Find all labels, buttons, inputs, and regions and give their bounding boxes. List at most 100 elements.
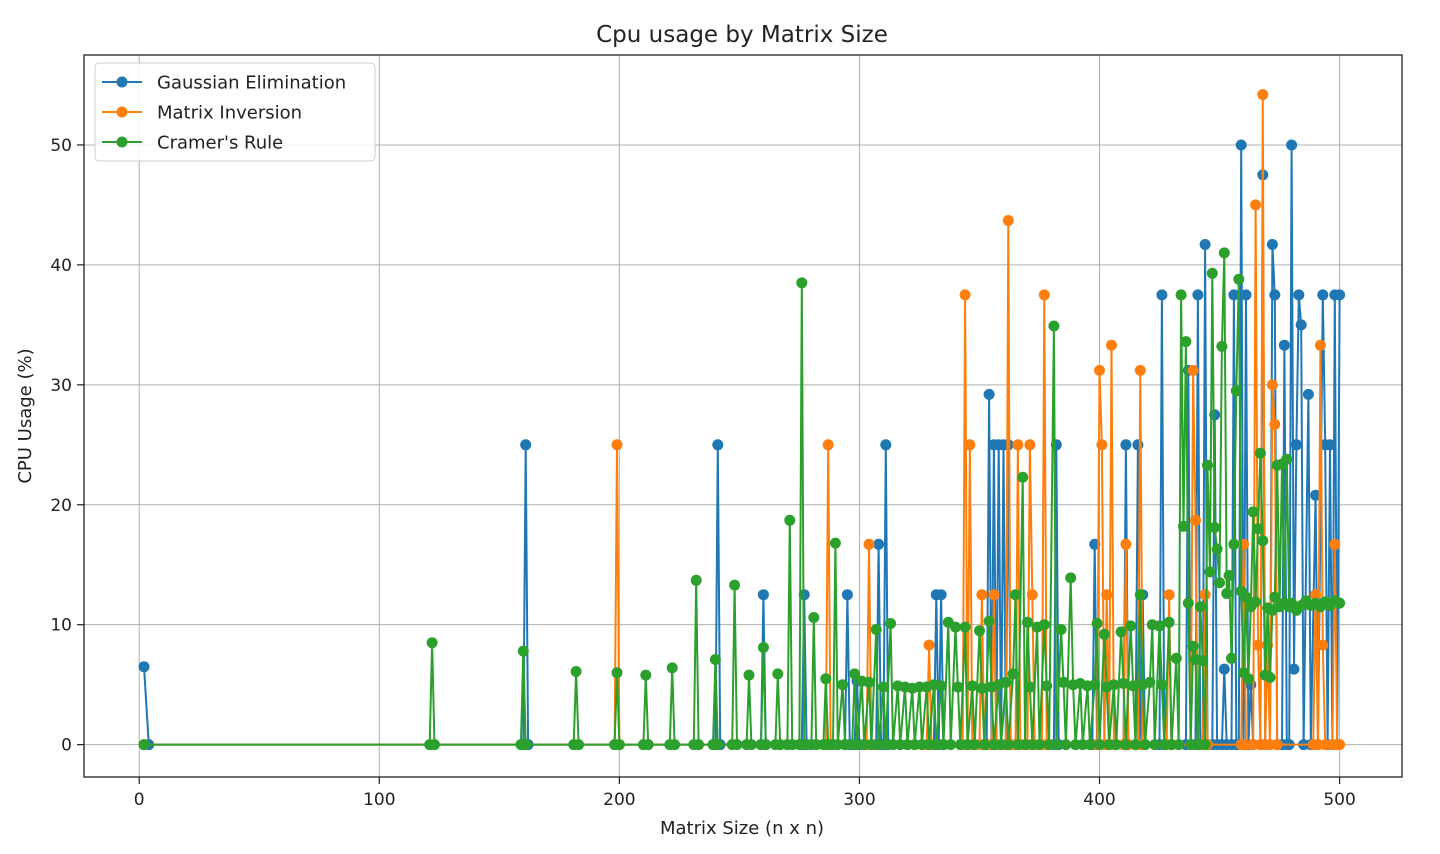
data-point — [1264, 672, 1276, 683]
data-point — [1214, 577, 1225, 589]
data-point — [1144, 676, 1156, 688]
data-point — [1269, 418, 1281, 430]
data-point — [841, 589, 853, 601]
data-point — [966, 680, 978, 692]
data-point — [1096, 439, 1108, 451]
x-tick-label: 300 — [843, 790, 875, 810]
data-point — [1118, 678, 1129, 689]
data-point — [1247, 506, 1259, 518]
data-point — [1240, 289, 1252, 301]
x-tick-label: 0 — [134, 790, 145, 810]
data-point — [950, 621, 961, 633]
data-point — [1055, 624, 1067, 635]
data-point — [570, 666, 582, 677]
plot-area-frame — [83, 54, 1403, 778]
data-point — [935, 680, 947, 692]
data-point — [945, 739, 957, 751]
data-point — [1182, 597, 1194, 609]
data-point — [690, 574, 702, 586]
data-point — [1286, 139, 1298, 151]
data-point — [1221, 588, 1233, 599]
data-point — [1012, 439, 1024, 451]
data-point — [1000, 676, 1012, 688]
data-point — [1290, 439, 1302, 451]
data-point — [863, 538, 875, 550]
legend-item-gaussian-elimination: Gaussian Elimination — [102, 73, 346, 94]
data-point — [1187, 364, 1199, 376]
data-point — [426, 637, 438, 649]
data-point — [520, 439, 532, 451]
y-tick-label: 20 — [50, 496, 72, 516]
data-point — [517, 645, 529, 657]
data-point — [969, 739, 981, 751]
data-point — [1271, 739, 1283, 751]
data-point — [1038, 619, 1050, 631]
data-point — [974, 625, 985, 637]
data-point — [1252, 523, 1264, 535]
data-point — [1050, 739, 1062, 751]
data-point — [138, 739, 150, 751]
axis-ticks: 0 100 200 300 400 500 0 10 20 30 40 50 — [50, 136, 1355, 810]
data-point — [880, 439, 892, 451]
data-point — [849, 668, 861, 680]
data-point — [1038, 289, 1050, 301]
data-point — [983, 388, 995, 400]
data-point — [1094, 364, 1105, 376]
chart-title: Cpu usage by Matrix Size — [596, 22, 888, 48]
data-point — [988, 589, 1000, 601]
legend-marker — [116, 106, 128, 118]
data-point — [1206, 267, 1218, 279]
data-point — [1170, 652, 1182, 664]
data-point — [1060, 739, 1072, 751]
data-point — [1190, 514, 1201, 526]
data-point — [573, 739, 585, 751]
data-point — [964, 439, 976, 451]
data-point — [1101, 589, 1113, 601]
data-point — [731, 739, 743, 751]
data-point — [1266, 379, 1278, 391]
data-point — [1084, 739, 1096, 751]
data-point — [822, 439, 834, 451]
y-tick-label: 0 — [61, 736, 72, 756]
data-point — [757, 589, 769, 601]
data-point — [796, 277, 808, 289]
data-point — [520, 739, 532, 751]
data-point — [712, 739, 724, 751]
data-point — [1139, 739, 1151, 751]
data-point — [1269, 591, 1281, 603]
series-layer — [138, 89, 1346, 751]
data-point — [1134, 364, 1146, 376]
data-point — [1240, 591, 1252, 603]
data-point — [1230, 385, 1242, 397]
data-point — [1024, 681, 1036, 693]
data-point — [611, 667, 623, 679]
data-point — [1317, 289, 1329, 301]
data-point — [1034, 739, 1045, 751]
data-point — [1041, 680, 1053, 692]
data-point — [1120, 739, 1132, 751]
data-point — [1288, 663, 1300, 675]
data-point — [1218, 247, 1230, 259]
x-tick-label: 500 — [1323, 790, 1355, 810]
data-point — [1120, 439, 1132, 451]
data-point — [935, 589, 947, 601]
data-point — [1310, 489, 1322, 501]
data-point — [1178, 520, 1189, 532]
data-point — [1233, 273, 1245, 285]
data-point — [1257, 89, 1269, 101]
legend-item-cramer-s-rule: Cramer's Rule — [102, 133, 283, 154]
data-point — [1269, 289, 1281, 301]
data-point — [772, 668, 784, 680]
legend: Gaussian Elimination Matrix Inversion Cram… — [94, 62, 376, 162]
data-point — [1199, 239, 1211, 250]
data-point — [1228, 538, 1240, 550]
data-point — [712, 439, 724, 451]
data-point — [1310, 589, 1322, 601]
x-tick-label: 100 — [363, 790, 395, 810]
data-point — [820, 673, 832, 685]
data-point — [1154, 620, 1165, 632]
data-point — [1125, 620, 1137, 632]
data-point — [1266, 239, 1278, 250]
